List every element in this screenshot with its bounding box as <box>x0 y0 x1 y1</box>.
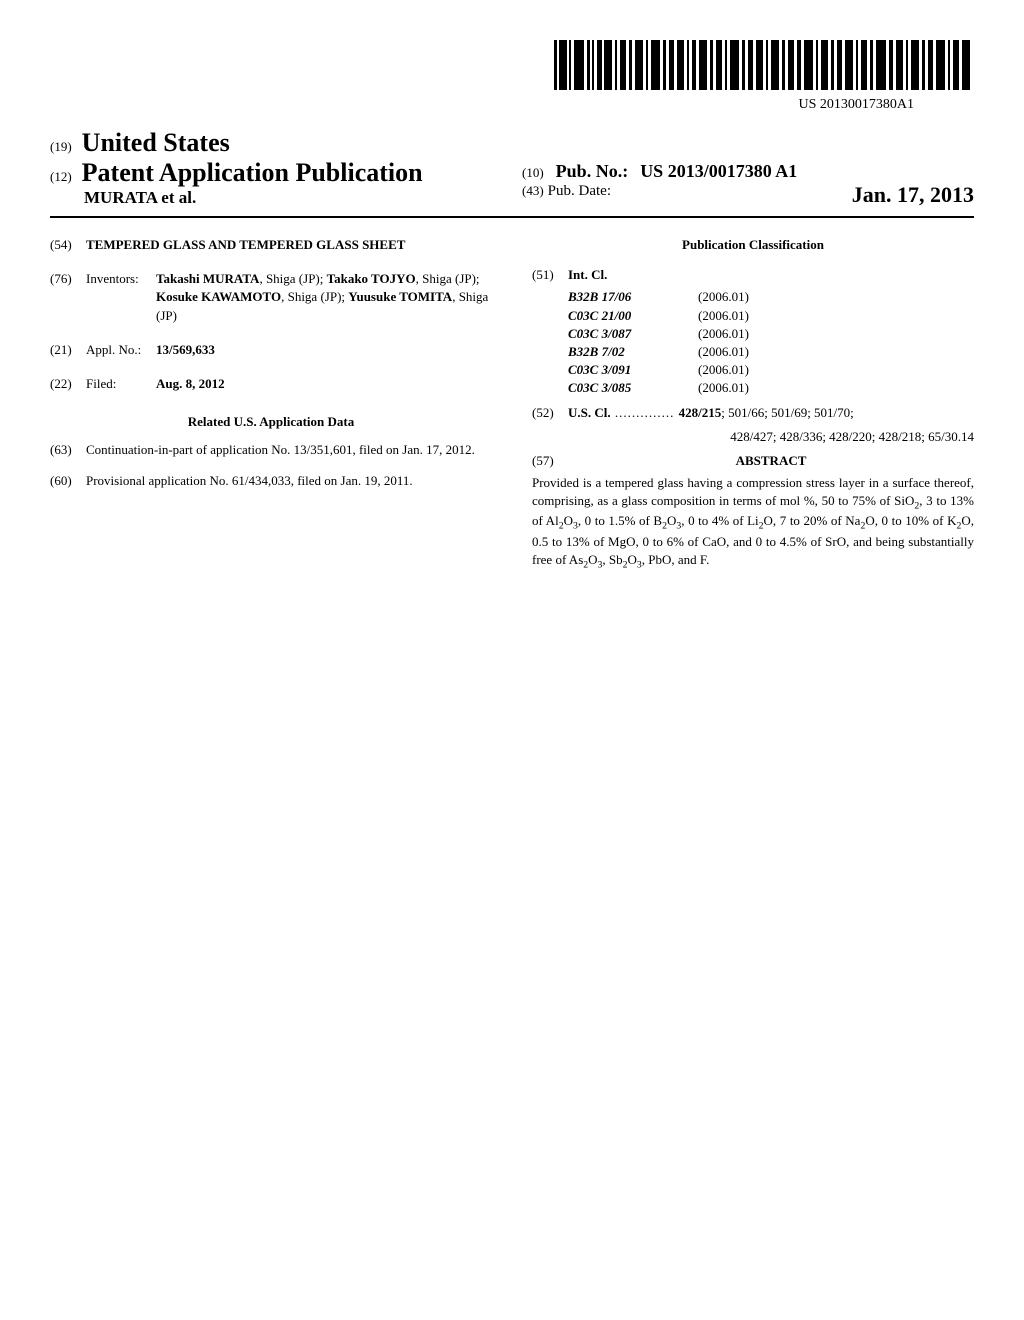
abstract-row: (57) ABSTRACT <box>532 452 974 470</box>
intcl-label: Int. Cl. <box>568 266 607 284</box>
uscl-content: U.S. Cl. .............. 428/215; 501/66;… <box>568 404 974 422</box>
field-76: (76) Inventors: Takashi MURATA, Shiga (J… <box>50 270 492 325</box>
body-columns: (54) TEMPERED GLASS AND TEMPERED GLASS S… <box>50 236 974 571</box>
code-60: (60) <box>50 472 86 490</box>
intcl-year: (2006.01) <box>698 307 974 325</box>
intcl-code: C03C 3/087 <box>568 325 698 343</box>
field-52: (52) U.S. Cl. .............. 428/215; 50… <box>532 404 974 422</box>
uscl-label: U.S. Cl. <box>568 405 611 420</box>
code-76: (76) <box>50 270 86 325</box>
uscl-dots: .............. <box>611 405 679 420</box>
intcl-year: (2006.01) <box>698 361 974 379</box>
pub-date: Jan. 17, 2013 <box>852 182 974 208</box>
inventors-label: Inventors: <box>86 270 156 325</box>
header-divider <box>50 216 974 218</box>
inventors-value: Takashi MURATA, Shiga (JP); Takako TOJYO… <box>156 270 492 325</box>
code-43: (43) <box>522 183 544 198</box>
intcl-row: B32B 17/06(2006.01) <box>532 288 974 306</box>
field-51: (51) Int. Cl. <box>532 266 974 284</box>
uscl-line2: 428/427; 428/336; 428/220; 428/218; 65/3… <box>532 428 974 446</box>
code-19: (19) <box>50 139 72 154</box>
code-63: (63) <box>50 441 86 459</box>
code-52: (52) <box>532 404 568 422</box>
intcl-code: C03C 21/00 <box>568 307 698 325</box>
pub-date-label: Pub. Date: <box>548 183 611 199</box>
intcl-row: C03C 3/087(2006.01) <box>532 325 974 343</box>
country-name: United States <box>82 128 230 157</box>
abstract-label: ABSTRACT <box>568 452 974 470</box>
patent-title: TEMPERED GLASS AND TEMPERED GLASS SHEET <box>86 236 492 254</box>
code-54: (54) <box>50 236 86 254</box>
field-54: (54) TEMPERED GLASS AND TEMPERED GLASS S… <box>50 236 492 254</box>
intcl-year: (2006.01) <box>698 343 974 361</box>
continuation-text: Continuation-in-part of application No. … <box>86 441 492 459</box>
intcl-row: C03C 3/091(2006.01) <box>532 361 974 379</box>
intcl-code: C03C 3/091 <box>568 361 698 379</box>
barcode-section: US 20130017380A1 <box>50 40 974 113</box>
abstract-text: Provided is a tempered glass having a co… <box>532 474 974 571</box>
code-10: (10) <box>522 165 544 180</box>
pub-no-line: (10) Pub. No.: US 2013/0017380 A1 <box>522 161 974 182</box>
applno-label: Appl. No.: <box>86 341 156 359</box>
intcl-code: B32B 17/06 <box>568 288 698 306</box>
intcl-row: B32B 7/02(2006.01) <box>532 343 974 361</box>
code-51: (51) <box>532 266 568 284</box>
field-60: (60) Provisional application No. 61/434,… <box>50 472 492 490</box>
applno-value: 13/569,633 <box>156 341 492 359</box>
field-21: (21) Appl. No.: 13/569,633 <box>50 341 492 359</box>
barcode-image <box>554 40 974 90</box>
intcl-list: B32B 17/06(2006.01)C03C 21/00(2006.01)C0… <box>532 288 974 397</box>
related-header: Related U.S. Application Data <box>50 413 492 431</box>
code-12: (12) <box>50 169 72 184</box>
filed-label: Filed: <box>86 375 156 393</box>
code-21: (21) <box>50 341 86 359</box>
provisional-text: Provisional application No. 61/434,033, … <box>86 472 492 490</box>
right-header: (10) Pub. No.: US 2013/0017380 A1 (43) P… <box>502 161 974 208</box>
pub-type-line: (12) Patent Application Publication <box>50 158 502 188</box>
intcl-year: (2006.01) <box>698 379 974 397</box>
left-column: (54) TEMPERED GLASS AND TEMPERED GLASS S… <box>50 236 492 571</box>
code-22: (22) <box>50 375 86 393</box>
country-line: (19) United States <box>50 128 974 158</box>
intcl-code: B32B 7/02 <box>568 343 698 361</box>
pub-class-header: Publication Classification <box>532 236 974 254</box>
barcode-number: US 20130017380A1 <box>50 97 974 113</box>
intcl-year: (2006.01) <box>698 325 974 343</box>
pub-type: Patent Application Publication <box>82 158 423 187</box>
field-22: (22) Filed: Aug. 8, 2012 <box>50 375 492 393</box>
authors-line: MURATA et al. <box>50 188 502 208</box>
pub-date-line: (43) Pub. Date: Jan. 17, 2013 <box>522 182 974 208</box>
right-column: Publication Classification (51) Int. Cl.… <box>532 236 974 571</box>
uscl-rest1: ; 501/66; 501/69; 501/70; <box>721 405 854 420</box>
intcl-year: (2006.01) <box>698 288 974 306</box>
header-section: (19) United States (12) Patent Applicati… <box>50 128 974 208</box>
filed-value: Aug. 8, 2012 <box>156 375 492 393</box>
intcl-row: C03C 21/00(2006.01) <box>532 307 974 325</box>
title-row: (12) Patent Application Publication MURA… <box>50 158 974 208</box>
field-63: (63) Continuation-in-part of application… <box>50 441 492 459</box>
pub-no: US 2013/0017380 A1 <box>640 161 797 181</box>
intcl-row: C03C 3/085(2006.01) <box>532 379 974 397</box>
pub-no-label: Pub. No.: <box>556 161 629 181</box>
code-57: (57) <box>532 452 568 470</box>
uscl-first: 428/215 <box>679 405 722 420</box>
left-header: (12) Patent Application Publication MURA… <box>50 158 502 208</box>
intcl-code: C03C 3/085 <box>568 379 698 397</box>
